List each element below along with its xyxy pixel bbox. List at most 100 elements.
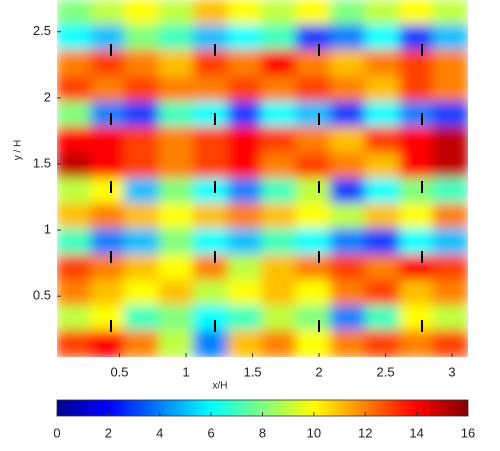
heatmap-cell: [295, 279, 332, 308]
heatmap-cell: [57, 24, 93, 53]
heatmap-cell: [193, 49, 230, 78]
heatmap-cell: [399, 126, 436, 154]
heatmap-cell: [432, 279, 468, 308]
heatmap-cell: [90, 49, 127, 78]
heatmap-cell: [330, 49, 367, 78]
heatmap-cell: [261, 330, 298, 357]
heatmap-cell: [330, 279, 367, 308]
heatmap-cell: [90, 24, 127, 53]
heatmap-cell: [364, 76, 401, 104]
heatmap-cell: [57, 304, 93, 333]
heatmap-cell: [399, 152, 436, 181]
colorbar-tick-label: 6: [208, 425, 215, 440]
heatmap-cell: [295, 0, 332, 27]
colorbar-tick-label: 0: [53, 425, 60, 440]
heatmap-cell: [90, 152, 127, 181]
heatmap-cell: [330, 126, 367, 154]
heatmap-cell: [90, 0, 127, 27]
heatmap-cell: [57, 49, 93, 78]
heatmap-cell: [261, 254, 298, 283]
heatmap-cell: [193, 101, 230, 129]
heatmap-cell: [193, 254, 230, 283]
heatmap-cell: [193, 0, 230, 27]
heatmap-cell: [124, 0, 161, 27]
heatmap-cell: [330, 101, 367, 129]
heatmap-cell: [330, 254, 367, 283]
heatmap-cell: [90, 101, 127, 129]
heatmap-cell: [432, 76, 468, 104]
heatmap-cell: [261, 228, 298, 256]
heatmap-cell: [330, 203, 367, 231]
heatmap-cell: [330, 76, 367, 104]
y-tick-label: 1.5: [33, 155, 51, 170]
heatmap-cell: [90, 330, 127, 357]
heatmap-cell: [364, 0, 401, 27]
colorbar-tick-label: 4: [156, 425, 163, 440]
y-tick-label: 2.5: [33, 23, 51, 38]
heatmap-cell: [295, 24, 332, 53]
heatmap-cell: [124, 49, 161, 78]
heatmap-cell: [432, 24, 468, 53]
heatmap-cell: [364, 203, 401, 231]
heatmap-cell: [399, 254, 436, 283]
heatmap-cell: [364, 24, 401, 53]
heatmap-cell: [227, 0, 264, 27]
heatmap-cell: [124, 279, 161, 308]
heatmap-cell: [124, 101, 161, 129]
heatmap-cell: [295, 304, 332, 333]
heatmap-cell: [124, 177, 161, 206]
heatmap-cell: [364, 126, 401, 154]
heatmap-cell: [57, 101, 93, 129]
heatmap-cell: [90, 177, 127, 206]
heatmap-cell: [261, 177, 298, 206]
heatmap-cell: [364, 177, 401, 206]
heatmap-cells: [57, 0, 468, 357]
heatmap-cell: [399, 177, 436, 206]
heatmap-cell: [364, 279, 401, 308]
heatmap-cell: [432, 49, 468, 78]
heatmap-cell: [193, 279, 230, 308]
heatmap-cell: [227, 76, 264, 104]
y-tick-label: 0.5: [33, 288, 51, 303]
heatmap-cell: [158, 49, 195, 78]
heatmap-cell: [193, 76, 230, 104]
heatmap-cell: [364, 304, 401, 333]
heatmap-cell: [124, 76, 161, 104]
colorbar-tick-label: 10: [307, 425, 321, 440]
heatmap-cell: [364, 330, 401, 357]
heatmap-cell: [158, 126, 195, 154]
heatmap-cell: [227, 228, 264, 256]
heatmap-cell: [158, 24, 195, 53]
heatmap-cell: [330, 177, 367, 206]
heatmap-cell: [399, 203, 436, 231]
heatmap-cell: [432, 304, 468, 333]
heatmap-cell: [90, 304, 127, 333]
colorbar-tick-label: 8: [259, 425, 266, 440]
heatmap-cell: [399, 279, 436, 308]
heatmap-cell: [57, 279, 93, 308]
heatmap-cell: [57, 330, 93, 357]
heatmap-cell: [158, 76, 195, 104]
heatmap-cell: [227, 203, 264, 231]
heatmap-cell: [193, 177, 230, 206]
heatmap-cell: [261, 76, 298, 104]
heatmap-cell: [90, 254, 127, 283]
heatmap-cell: [399, 101, 436, 129]
x-tick-label: 2.5: [376, 364, 394, 379]
heatmap-cell: [227, 177, 264, 206]
heatmap-cell: [364, 49, 401, 78]
heatmap-cell: [158, 152, 195, 181]
heatmap-cell: [124, 304, 161, 333]
heatmap-cell: [261, 279, 298, 308]
heatmap-cell: [330, 228, 367, 256]
heatmap-cell: [261, 24, 298, 53]
heatmap-cell: [295, 126, 332, 154]
heatmap-cell: [227, 254, 264, 283]
heatmap-cell: [432, 228, 468, 256]
y-axis-label: y / H: [13, 140, 24, 161]
heatmap-cell: [432, 177, 468, 206]
colorbar-tick-label: 16: [461, 425, 475, 440]
heatmap-cell: [193, 126, 230, 154]
heatmap-cell: [295, 152, 332, 181]
